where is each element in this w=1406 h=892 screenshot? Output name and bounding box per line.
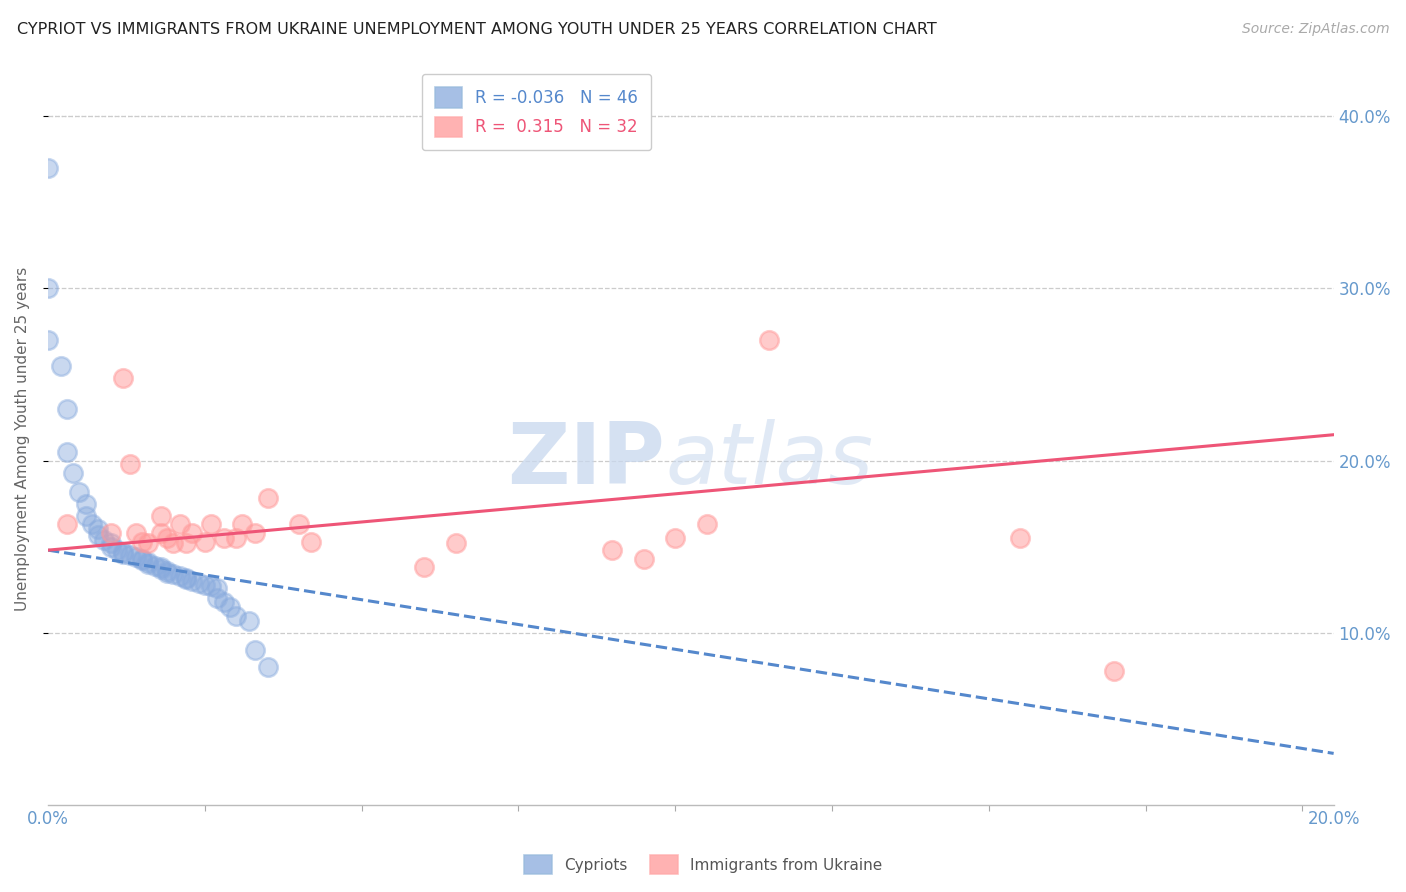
Point [162, 567, 184, 582]
Point [225, 608, 247, 623]
Point [149, 560, 172, 574]
Point [112, 545, 135, 559]
Point [256, 660, 278, 674]
Point [181, 525, 204, 540]
Y-axis label: Unemployment Among Youth under 25 years: Unemployment Among Youth under 25 years [15, 267, 30, 611]
Point [75, 497, 97, 511]
Point [225, 531, 247, 545]
Point [62, 466, 84, 480]
Point [131, 534, 153, 549]
Point [138, 555, 160, 569]
Point [56, 401, 79, 416]
Point [212, 595, 235, 609]
Point [100, 536, 122, 550]
Point [288, 517, 311, 532]
Point [37, 161, 59, 175]
Point [156, 566, 179, 580]
Point [602, 543, 624, 558]
Point [301, 534, 323, 549]
Point [200, 517, 222, 532]
Point [1102, 664, 1125, 678]
Point [37, 281, 59, 295]
Point [93, 533, 115, 547]
Point [162, 536, 184, 550]
Point [238, 614, 260, 628]
Point [207, 581, 229, 595]
Legend: R = -0.036   N = 46, R =  0.315   N = 32: R = -0.036 N = 46, R = 0.315 N = 32 [422, 74, 651, 151]
Point [169, 517, 191, 532]
Point [174, 536, 197, 550]
Point [187, 575, 209, 590]
Point [100, 540, 122, 554]
Legend: Cypriots, Immigrants from Ukraine: Cypriots, Immigrants from Ukraine [517, 849, 889, 880]
Point [125, 525, 148, 540]
Point [56, 445, 79, 459]
Point [200, 579, 222, 593]
Point [149, 525, 172, 540]
Point [174, 571, 197, 585]
Point [138, 536, 160, 550]
Text: CYPRIOT VS IMMIGRANTS FROM UKRAINE UNEMPLOYMENT AMONG YOUTH UNDER 25 YEARS CORRE: CYPRIOT VS IMMIGRANTS FROM UKRAINE UNEMP… [17, 22, 936, 37]
Point [219, 599, 242, 614]
Text: ZIP: ZIP [508, 419, 665, 502]
Point [75, 508, 97, 523]
Point [664, 531, 686, 545]
Point [169, 569, 191, 583]
Point [100, 525, 122, 540]
Point [143, 558, 166, 573]
Point [181, 574, 204, 589]
Point [243, 525, 266, 540]
Point [156, 564, 179, 578]
Point [256, 491, 278, 506]
Point [131, 551, 153, 566]
Point [49, 359, 72, 373]
Point [243, 643, 266, 657]
Point [696, 517, 718, 532]
Point [67, 484, 90, 499]
Point [118, 549, 141, 563]
Point [231, 517, 253, 532]
Point [112, 371, 135, 385]
Point [125, 549, 148, 564]
Point [105, 543, 128, 558]
Point [118, 457, 141, 471]
Point [758, 333, 780, 347]
Point [138, 557, 160, 571]
Point [194, 534, 217, 549]
Point [112, 547, 135, 561]
Point [80, 517, 103, 532]
Point [87, 523, 110, 537]
Text: atlas: atlas [665, 419, 873, 502]
Point [149, 562, 172, 576]
Text: Source: ZipAtlas.com: Source: ZipAtlas.com [1241, 22, 1389, 37]
Point [131, 553, 153, 567]
Point [37, 333, 59, 347]
Point [87, 527, 110, 541]
Point [174, 573, 197, 587]
Point [56, 517, 79, 532]
Point [212, 531, 235, 545]
Point [156, 531, 179, 545]
Point [633, 551, 655, 566]
Point [207, 591, 229, 606]
Point [444, 536, 467, 550]
Point [413, 560, 436, 574]
Point [1010, 531, 1032, 545]
Point [149, 508, 172, 523]
Point [194, 577, 217, 591]
